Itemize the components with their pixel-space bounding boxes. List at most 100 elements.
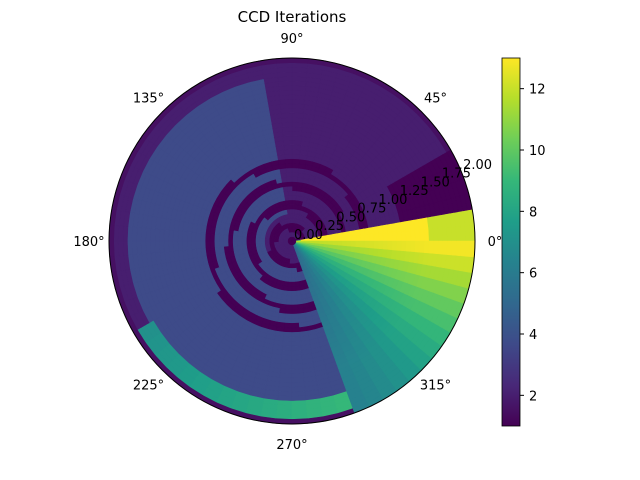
polar-cell	[291, 144, 301, 151]
polar-cell	[286, 176, 293, 183]
polar-cell	[241, 236, 247, 242]
polar-cell	[280, 117, 293, 123]
colorbar: 2 4 6 8 10 12	[501, 57, 546, 427]
polar-cell	[279, 372, 293, 379]
polar-cell	[284, 313, 293, 320]
polar-cell	[284, 158, 293, 164]
polar-cell	[280, 368, 293, 374]
polar-cell	[291, 286, 297, 292]
polar-cell	[218, 234, 224, 242]
polar-cell	[291, 172, 299, 178]
theta-tick-label: 180°	[73, 235, 104, 250]
polar-cell	[423, 240, 430, 254]
polar-cell	[355, 234, 361, 242]
polar-cell	[281, 126, 293, 132]
polar-cell	[227, 240, 234, 247]
polar-cell	[291, 162, 300, 169]
r-tick-label: 0.75	[357, 202, 386, 217]
polar-cell	[291, 117, 304, 123]
polar-cell	[364, 240, 371, 249]
polar-cell	[259, 237, 265, 242]
polar-cell	[419, 229, 425, 242]
polar-cell	[295, 195, 301, 201]
polar-cell	[285, 309, 293, 315]
polar-cell	[414, 240, 421, 253]
colorbar-tick-label: 4	[529, 328, 537, 343]
r-tick-label: 0.50	[336, 211, 365, 226]
polar-cell	[355, 240, 361, 248]
polar-cell	[378, 240, 384, 250]
polar-cell	[291, 135, 302, 142]
polar-cell	[282, 135, 293, 142]
polar-cell	[323, 240, 329, 245]
polar-cell	[186, 240, 193, 251]
polar-cell	[163, 240, 170, 253]
polar-cell	[218, 240, 224, 248]
polar-cell	[337, 236, 343, 242]
polar-cell	[168, 240, 174, 253]
polar-cell	[291, 199, 296, 205]
r-tick-label: 0.25	[315, 219, 344, 234]
polar-cell	[204, 240, 211, 249]
polar-cell	[285, 172, 293, 178]
polar-cell	[291, 98, 305, 105]
theta-tick-labels: 0° 45° 90° 135° 180° 225° 270° 315°	[73, 32, 502, 453]
polar-cell	[382, 232, 389, 242]
polar-cell	[159, 229, 165, 242]
colorbar-gradient	[501, 57, 521, 427]
polar-cell	[149, 228, 156, 242]
polar-cell	[291, 176, 298, 183]
polar-cell	[286, 185, 293, 192]
polar-cell	[279, 103, 293, 110]
r-tick-label: 1.00	[379, 193, 408, 208]
polar-cell	[209, 240, 215, 249]
polar-cell	[181, 240, 188, 251]
polar-cell	[291, 340, 302, 347]
polar-cell	[291, 295, 298, 301]
polar-cell	[291, 304, 299, 310]
theta-tick-label: 225°	[133, 379, 164, 394]
polar-cell	[288, 277, 293, 283]
polar-cell	[213, 240, 220, 249]
r-tick-labels: 0.000.250.500.751.001.251.501.752.00	[294, 158, 492, 243]
polar-cell	[279, 98, 293, 105]
polar-cell	[291, 153, 300, 160]
polar-cell	[286, 181, 293, 187]
polar-cell	[391, 240, 398, 251]
polar-cell	[255, 237, 261, 242]
polar-cell	[177, 240, 183, 252]
polar-cell	[241, 240, 247, 246]
polar-cell	[291, 158, 300, 164]
polar-cell	[378, 232, 384, 242]
polar-cell	[172, 230, 179, 242]
polar-cell	[369, 240, 375, 249]
polar-cell	[227, 235, 234, 242]
polar-cell	[209, 233, 215, 242]
polar-cell	[291, 130, 302, 137]
polar-cell	[195, 232, 202, 242]
polar-cell	[419, 240, 425, 253]
polar-cell	[163, 229, 170, 242]
polar-cell	[181, 231, 188, 242]
polar-cell	[283, 331, 293, 338]
polar-cell	[401, 230, 407, 242]
polar-cell	[291, 194, 297, 201]
polar-cell	[360, 234, 366, 242]
polar-cell	[387, 240, 393, 251]
polar-cell	[245, 236, 252, 242]
polar-cell	[414, 229, 421, 242]
polar-cell	[287, 190, 293, 196]
polar-cell	[373, 233, 380, 242]
polar-cell	[364, 233, 371, 242]
polar-cell	[291, 363, 304, 370]
polar-cell	[282, 340, 293, 347]
polar-cell	[283, 149, 293, 155]
r-tick-label: 0.00	[294, 228, 323, 243]
polar-cell	[410, 229, 416, 242]
polar-cell	[286, 290, 293, 297]
r-tick-label: 1.50	[421, 176, 450, 191]
polar-cell	[283, 327, 293, 333]
polar-cell	[350, 235, 357, 242]
polar-cell	[401, 240, 407, 252]
polar-cell	[396, 231, 403, 242]
